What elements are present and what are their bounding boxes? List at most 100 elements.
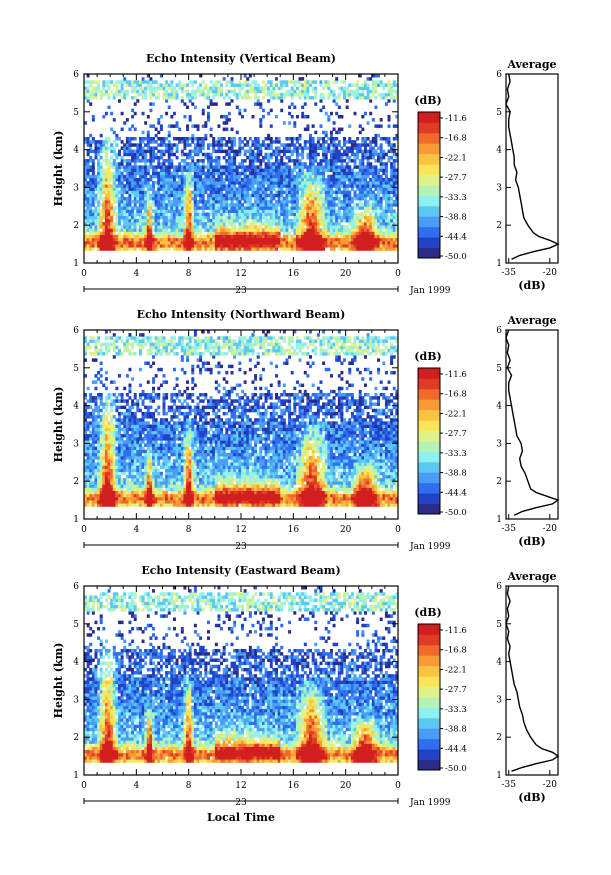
heatmap-cell bbox=[97, 408, 101, 413]
heatmap-cell bbox=[261, 200, 265, 204]
heatmap-cell bbox=[348, 137, 352, 141]
heatmap-cell bbox=[220, 83, 224, 87]
heatmap-cell bbox=[99, 342, 103, 347]
heatmap-cell bbox=[175, 193, 179, 198]
heatmap-cell bbox=[89, 452, 93, 457]
heatmap-cell bbox=[361, 215, 365, 220]
heatmap-cell bbox=[94, 430, 98, 435]
heatmap-cell bbox=[311, 240, 315, 245]
heatmap-cell bbox=[384, 240, 388, 245]
heatmap-cell bbox=[89, 336, 93, 340]
heatmap-cell bbox=[251, 187, 255, 191]
heatmap-cell bbox=[136, 240, 140, 245]
heatmap-cell bbox=[196, 140, 200, 144]
heatmap-cell bbox=[94, 427, 98, 432]
heatmap-cell bbox=[167, 133, 171, 138]
heatmap-cell bbox=[288, 168, 292, 172]
heatmap-cell bbox=[295, 247, 299, 251]
heatmap-cell bbox=[120, 212, 124, 217]
heatmap-cell bbox=[395, 83, 399, 87]
heatmap-cell bbox=[91, 484, 95, 488]
y-tick-label: 1 bbox=[73, 259, 79, 269]
heatmap-cell bbox=[251, 159, 255, 163]
heatmap-cell bbox=[138, 92, 142, 97]
heatmap-cell bbox=[384, 168, 388, 172]
heatmap-cell bbox=[84, 121, 87, 125]
heatmap-cell bbox=[146, 225, 150, 229]
heatmap-cell bbox=[183, 165, 187, 169]
heatmap-cell bbox=[233, 231, 237, 235]
heatmap-cell bbox=[206, 92, 210, 97]
heatmap-cell bbox=[371, 218, 375, 223]
heatmap-cell bbox=[199, 159, 203, 163]
heatmap-cell bbox=[390, 222, 394, 226]
heatmap-cell bbox=[377, 159, 381, 163]
heatmap-cell bbox=[246, 140, 250, 144]
heatmap-cell bbox=[345, 171, 349, 176]
heatmap-cell bbox=[165, 177, 169, 182]
heatmap-cell bbox=[259, 215, 263, 220]
heatmap-cell bbox=[382, 181, 386, 185]
heatmap-cell bbox=[178, 127, 182, 132]
heatmap-cell bbox=[238, 80, 242, 84]
heatmap-cell bbox=[144, 209, 148, 213]
heatmap-cell bbox=[178, 222, 182, 226]
heatmap-cell bbox=[363, 231, 367, 235]
heatmap-cell bbox=[329, 215, 333, 220]
heatmap-cell bbox=[99, 418, 103, 422]
heatmap-cell bbox=[248, 231, 252, 235]
heatmap-cell bbox=[251, 162, 255, 166]
heatmap-cell bbox=[193, 209, 197, 213]
heatmap-cell bbox=[319, 174, 323, 179]
heatmap-cell bbox=[199, 228, 203, 232]
heatmap-cell bbox=[118, 89, 121, 94]
heatmap-cell bbox=[86, 421, 90, 425]
heatmap-cell bbox=[212, 181, 216, 185]
heatmap-cell bbox=[86, 478, 90, 482]
heatmap-cell bbox=[128, 206, 132, 210]
heatmap-cell bbox=[217, 181, 221, 185]
heatmap-cell bbox=[267, 240, 271, 245]
heatmap-cell bbox=[107, 181, 111, 185]
heatmap-cell bbox=[390, 234, 394, 239]
heatmap-cell bbox=[267, 146, 271, 150]
heatmap-cell bbox=[186, 152, 190, 157]
heatmap-cell bbox=[293, 212, 297, 217]
heatmap-cell bbox=[267, 152, 271, 157]
heatmap-cell bbox=[384, 184, 388, 188]
heatmap-cell bbox=[178, 196, 182, 201]
heatmap-cell bbox=[94, 237, 98, 242]
heatmap-cell bbox=[91, 408, 95, 413]
heatmap-cell bbox=[141, 152, 145, 157]
heatmap-cell bbox=[91, 171, 95, 176]
heatmap-cell bbox=[285, 193, 289, 198]
heatmap-cell bbox=[136, 146, 140, 150]
heatmap-cell bbox=[138, 149, 142, 154]
heatmap-cell bbox=[141, 212, 145, 217]
heatmap-cell bbox=[154, 247, 158, 251]
heatmap-cell bbox=[254, 86, 258, 91]
heatmap-cell bbox=[329, 196, 333, 201]
heatmap-cell bbox=[340, 162, 344, 166]
heatmap-cell bbox=[392, 137, 396, 141]
heatmap-cell bbox=[178, 140, 182, 144]
heatmap-cell bbox=[94, 339, 98, 343]
heatmap-cell bbox=[327, 187, 331, 191]
heatmap-cell bbox=[212, 228, 216, 232]
heatmap-cell bbox=[91, 380, 95, 384]
heatmap-cell bbox=[233, 83, 237, 87]
heatmap-cell bbox=[319, 181, 323, 185]
heatmap-cell bbox=[293, 200, 297, 204]
heatmap-cell bbox=[110, 449, 114, 454]
heatmap-cell bbox=[361, 140, 365, 144]
heatmap-cell bbox=[84, 184, 87, 188]
heatmap-cell bbox=[118, 149, 121, 154]
heatmap-cell bbox=[335, 187, 339, 191]
heatmap-cell bbox=[366, 237, 370, 242]
heatmap-cell bbox=[220, 171, 224, 176]
heatmap-cell bbox=[366, 218, 370, 223]
heatmap-cell bbox=[340, 203, 344, 207]
heatmap-cell bbox=[314, 222, 318, 226]
heatmap-cell bbox=[107, 345, 111, 350]
heatmap-cell bbox=[275, 240, 278, 245]
